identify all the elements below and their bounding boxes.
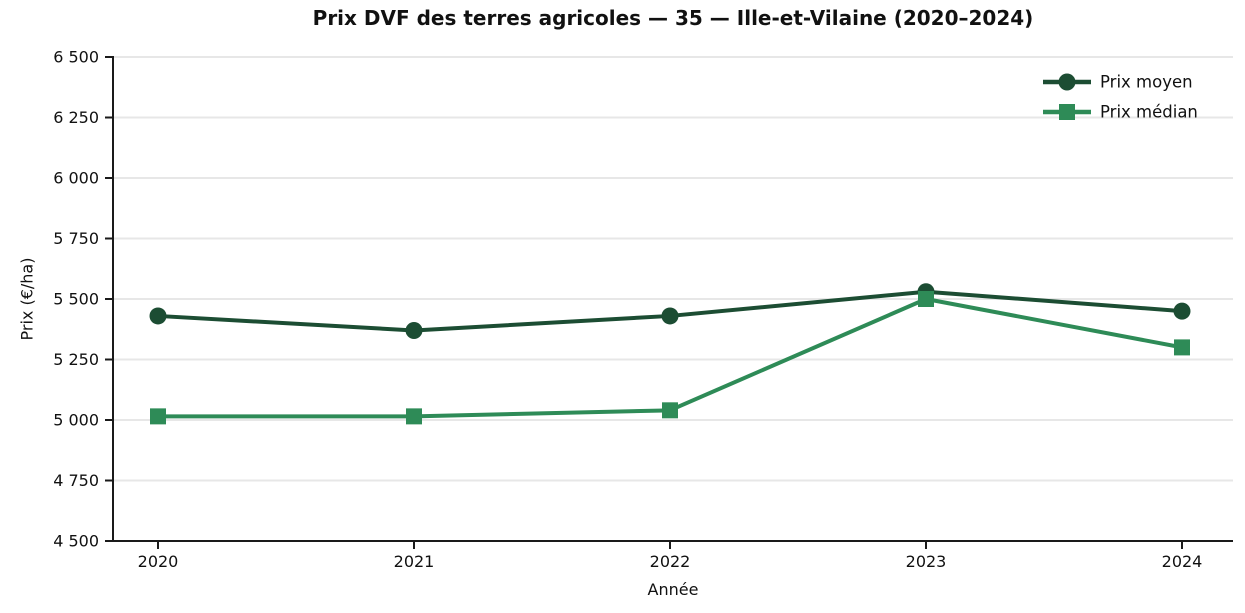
y-tick-label: 5 000 (53, 411, 99, 430)
y-tick-label: 4 750 (53, 471, 99, 490)
y-tick-label: 5 500 (53, 290, 99, 309)
x-tick-label: 2020 (138, 552, 179, 571)
series-prix-médian (150, 291, 1190, 425)
series-prix-moyen (149, 283, 1191, 339)
x-tick-label: 2024 (1162, 552, 1203, 571)
x-tick-label: 2022 (650, 552, 691, 571)
legend-label: Prix moyen (1100, 73, 1193, 92)
data-point-circle (661, 307, 679, 325)
x-tick-label: 2021 (394, 552, 435, 571)
data-point-square (150, 408, 166, 425)
y-tick-label: 5 750 (53, 229, 99, 248)
legend-label: Prix médian (1100, 103, 1198, 122)
data-point-square (662, 402, 678, 419)
data-point-square (406, 408, 422, 425)
data-point-circle (1173, 302, 1191, 320)
legend-item-prix-moyen: Prix moyen (1043, 73, 1193, 92)
data-point-circle (149, 307, 167, 325)
chart-title: Prix DVF des terres agricoles — 35 — Ill… (312, 6, 1034, 30)
y-tick-label: 4 500 (53, 532, 99, 551)
y-tick-label: 5 250 (53, 350, 99, 369)
y-axis-label: Prix (€/ha) (17, 257, 37, 341)
legend: Prix moyen Prix médian (1043, 73, 1198, 122)
x-tick-label: 2023 (906, 552, 947, 571)
legend-marker-square (1059, 104, 1075, 120)
x-axis-label: Année (647, 580, 699, 599)
data-point-circle (405, 321, 423, 339)
y-tick-label: 6 250 (53, 108, 99, 127)
legend-item-prix-médian: Prix médian (1043, 103, 1198, 122)
legend-marker-circle (1058, 73, 1076, 91)
data-point-square (1174, 339, 1190, 356)
y-tick-label: 6 000 (53, 169, 99, 188)
y-tick-label: 6 500 (53, 48, 99, 67)
data-point-square (918, 291, 934, 307)
